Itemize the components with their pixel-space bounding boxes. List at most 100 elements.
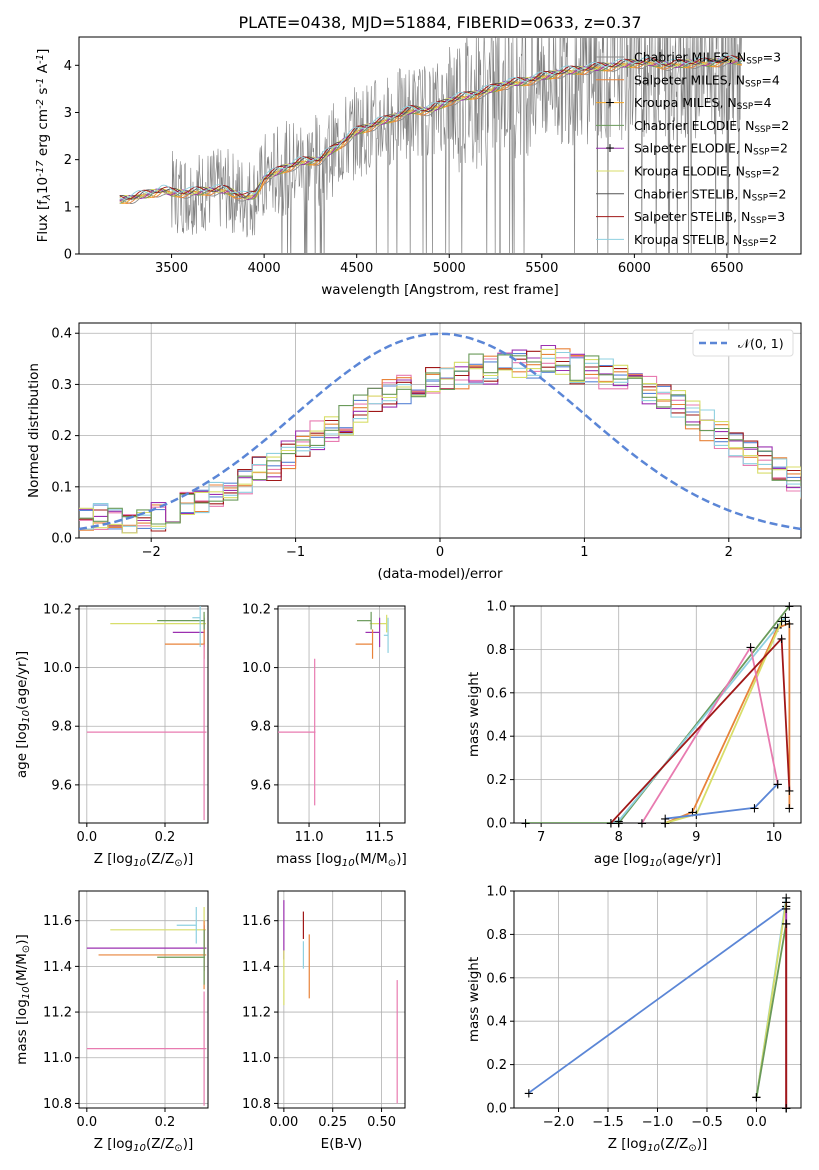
weight-marker: + <box>776 632 787 647</box>
weight-marker: + <box>606 817 617 832</box>
panel-weight_vs_Z: −2.0 −1.5 −1.0 −0.5 0.0 0.0 0.2 0.4 0.6 0.8 1.0 <box>486 885 802 1130</box>
y-tick-label: 11.0 <box>242 1051 271 1066</box>
y-axis-label: Flux [fλ10-17 erg cm-2 s-1 A-1] <box>35 49 53 243</box>
weight-marker: + <box>751 1091 762 1106</box>
axes-frame <box>78 36 802 255</box>
y-tick-label: 0.3 <box>51 378 72 393</box>
histogram-series-2 <box>79 348 801 531</box>
y-tick-label: 9.6 <box>250 778 271 793</box>
x-tick-label: 0.25 <box>318 1115 347 1130</box>
x-axis-label: (data-model)/error <box>377 566 503 582</box>
weight-marker: + <box>784 617 795 632</box>
y-tick-label: 0.0 <box>486 817 507 832</box>
weight-marker: + <box>749 801 760 816</box>
x-tick-label: 0.50 <box>367 1115 396 1130</box>
y-tick-label: 9.8 <box>250 720 271 735</box>
x-tick-label: 6500 <box>710 261 743 276</box>
axes-frame <box>513 605 802 824</box>
weight-series-6 <box>610 636 791 823</box>
weight-marker: + <box>745 641 756 656</box>
y-tick-label: 10.8 <box>242 1097 271 1112</box>
panel-residual_histogram: −2 −1 0 1 2 0.0 0.1 0.2 0.3 0.4 <box>51 322 802 560</box>
weight-marker: + <box>772 777 783 792</box>
y-tick-label: 11.0 <box>43 1051 72 1066</box>
legend-marker: + <box>605 95 615 110</box>
weight-marker: + <box>780 615 791 630</box>
weight-marker: + <box>660 812 671 827</box>
x-tick-label: −1.0 <box>642 1115 674 1130</box>
axes-frame <box>78 605 209 824</box>
y-tick-label: 11.2 <box>242 1006 271 1021</box>
y-tick-label: 0.6 <box>486 971 507 986</box>
y-tick-label: 1.0 <box>486 885 507 900</box>
legend-marker: + <box>605 140 615 155</box>
x-tick-label: 7 <box>537 830 545 845</box>
y-tick-label: 0.2 <box>486 1058 507 1073</box>
x-tick-label: −2 <box>142 545 161 560</box>
x-tick-label: −0.5 <box>691 1115 723 1130</box>
legend-entry: Salpeter STELIB, NSSP=3 <box>634 209 785 226</box>
y-axis-label: Normed distribution <box>26 363 42 498</box>
y-tick-label: 0.8 <box>486 928 507 943</box>
y-axis-label: age [log10(age/yr)] <box>14 651 32 778</box>
y-tick-label: 1 <box>64 200 72 215</box>
model-line-7 <box>119 55 742 200</box>
y-tick-label: 10.2 <box>242 602 271 617</box>
x-tick-label: 10 <box>766 830 783 845</box>
legend-entry: Chabrier ELODIE, NSSP=2 <box>634 118 789 135</box>
weight-marker: + <box>781 902 792 917</box>
y-tick-label: 10.8 <box>43 1097 72 1112</box>
weight-marker: + <box>776 615 787 630</box>
weight-series-2 <box>664 622 791 823</box>
weight-series-3 <box>665 620 786 823</box>
weight-marker: + <box>784 600 795 615</box>
weight-marker: + <box>751 1091 762 1106</box>
weight-marker: + <box>523 1086 534 1101</box>
weight-series-5 <box>641 644 779 823</box>
x-tick-label: 4000 <box>248 261 281 276</box>
x-tick-label: −1.5 <box>592 1115 624 1130</box>
x-axis-label: wavelength [Angstrom, rest frame] <box>321 282 559 298</box>
x-tick-label: 11.5 <box>365 830 394 845</box>
weight-series-0 <box>528 905 787 1094</box>
y-tick-label: 11.6 <box>242 914 271 929</box>
y-tick-label: 0.4 <box>486 1015 507 1030</box>
x-tick-label: −2.0 <box>543 1115 575 1130</box>
y-tick-label: 3 <box>64 106 72 121</box>
x-tick-label: 3500 <box>155 261 188 276</box>
weight-series-4 <box>665 783 779 820</box>
y-tick-label: 9.8 <box>51 720 72 735</box>
y-tick-label: 4 <box>64 59 72 74</box>
weight-marker: + <box>781 891 792 906</box>
y-tick-label: 0.2 <box>486 773 507 788</box>
weight-marker: + <box>784 784 795 799</box>
legend-entry: Kroupa STELIB, NSSP=2 <box>634 232 777 249</box>
y-tick-label: 0 <box>64 248 72 263</box>
x-axis-label: Z [log10(Z/Z⊙)] <box>94 851 194 869</box>
weight-marker: + <box>613 814 624 829</box>
x-tick-label: 5500 <box>525 261 558 276</box>
y-axis-label: mass [log10(M/M⊙)] <box>14 934 32 1065</box>
x-tick-label: 5000 <box>433 261 466 276</box>
x-tick-label: 1 <box>580 545 588 560</box>
x-tick-label: −1 <box>286 545 305 560</box>
weight-marker: + <box>780 610 791 625</box>
x-tick-label: 0.0 <box>76 1115 97 1130</box>
panel-mass_vs_Z: 0.0 0.2 10.8 11.0 11.2 11.4 11.6 <box>43 890 209 1130</box>
model-line-8 <box>119 54 742 200</box>
axes-frame <box>277 890 406 1109</box>
legend-box <box>692 329 794 357</box>
weight-marker: + <box>606 817 617 832</box>
x-tick-label: 11.0 <box>295 830 324 845</box>
weight-marker: + <box>613 817 624 832</box>
panel-mass_vs_ebv: 0.00 0.25 0.50 10.8 11.0 11.2 11.4 11.6 <box>242 890 406 1130</box>
y-tick-label: 0.2 <box>51 429 72 444</box>
y-tick-label: 0.1 <box>51 480 72 495</box>
x-axis-label: Z [log10(Z/Z⊙)] <box>94 1136 194 1154</box>
y-tick-label: 2 <box>64 153 72 168</box>
y-tick-label: 10.0 <box>43 661 72 676</box>
weight-marker: + <box>781 895 792 910</box>
y-tick-label: 11.4 <box>43 960 72 975</box>
figure-title: PLATE=0438, MJD=51884, FIBERID=0633, z=0… <box>238 13 641 32</box>
